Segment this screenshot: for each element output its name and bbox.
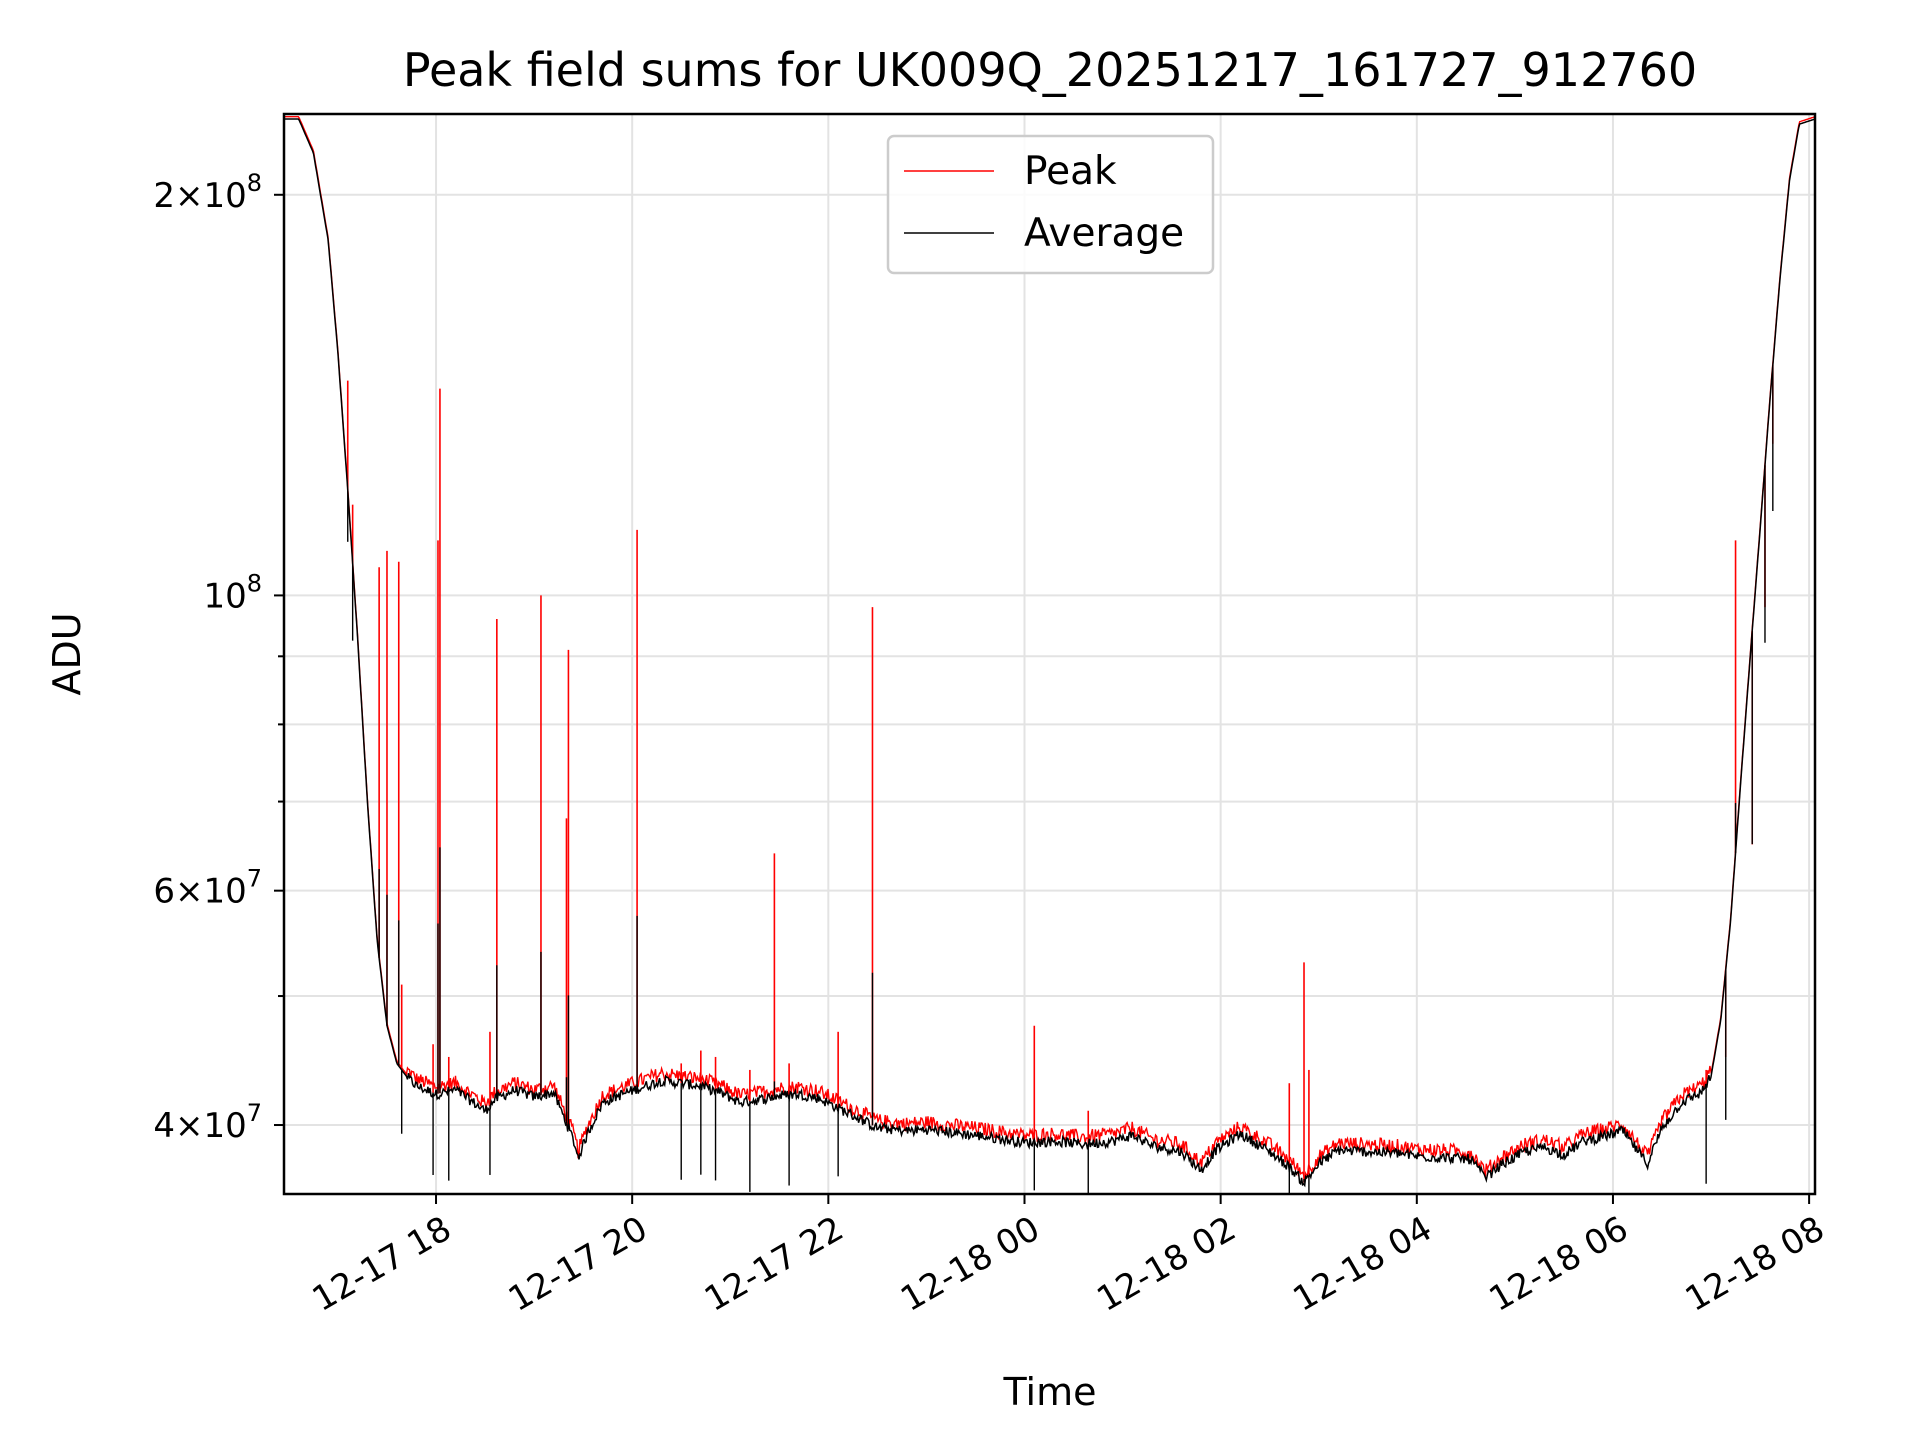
y-tick-label: 6×107 [153,865,262,912]
y-tick-label-base: 6×10 [153,872,246,912]
legend-label-average: Average [1024,211,1184,256]
legend: Peak Average [886,134,1215,275]
y-tick-label-exponent: 8 [247,169,262,197]
x-tick-label: 12-18 04 [1287,1209,1439,1320]
x-tick-label: 12-17 18 [306,1209,458,1320]
tick-layer: 12-17 18 12-17 20 12-17 22 12-18 00 12-18 02… [153,169,1831,1320]
series-layer [284,116,1816,1194]
x-tick-label: 12-17 22 [698,1209,850,1320]
y-tick-label: 4×107 [153,1099,262,1146]
chart-title: Peak field sums for UK009Q_20251217_1617… [403,43,1697,97]
average-series-line [284,118,1816,1188]
x-tick-label: 12-18 06 [1483,1209,1635,1320]
legend-label-peak: Peak [1024,149,1117,194]
y-axis-label: ADU [45,612,89,695]
y-tick-label: 108 [203,569,262,616]
plot-frame [282,112,1817,1196]
y-tick-label-base: 4×10 [153,1106,246,1146]
y-tick-label-base: 2×10 [153,176,246,216]
x-tick-label: 12-18 00 [894,1209,1046,1320]
y-tick-label-base: 10 [203,576,246,616]
peak-series-line [284,116,1816,1181]
x-tick-label: 12-18 02 [1090,1209,1242,1320]
x-tick-label: 12-18 08 [1679,1209,1831,1320]
y-tick-label-exponent: 7 [247,1099,262,1127]
x-axis-label: Time [1003,1370,1097,1414]
grid-layer [284,114,1815,1194]
y-tick-label-exponent: 7 [247,865,262,893]
y-tick-label-exponent: 8 [247,569,262,597]
y-tick-label: 2×108 [153,169,262,216]
x-tick-label: 12-17 20 [502,1209,654,1320]
